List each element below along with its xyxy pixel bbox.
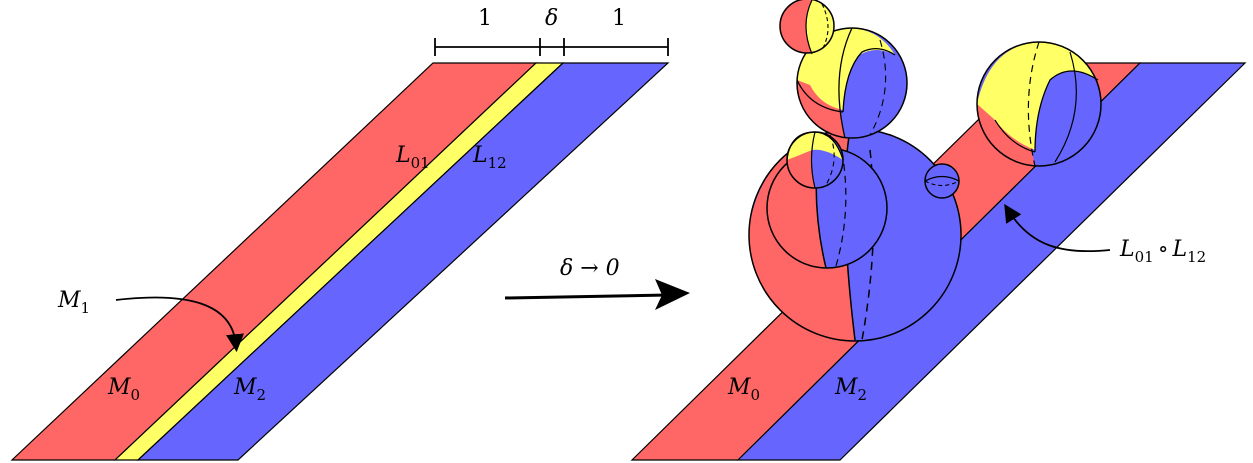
limit-arrowhead [655,279,690,310]
width-scale-bar [434,38,669,56]
label-composite: L01 ∘ L12 [1119,237,1206,266]
width-label-1-right: 1 [612,6,626,31]
strip-M2-blue [136,62,670,461]
composite-pointer-arrow [1004,203,1111,253]
limit-arrow-label: δ → 0 [560,256,620,281]
limit-arrow-line [504,293,669,300]
M1-pointer-arrow [115,296,244,353]
tiny-bubble [924,163,960,199]
label-M0-right: M0 [727,375,760,404]
left-strips [10,62,670,461]
label-L12: L12 [472,143,507,172]
label-M2-left: M2 [233,375,266,404]
small-bubble-left [786,131,844,189]
small-bubble-top [779,0,835,55]
label-L01: L01 [395,143,430,172]
right-bubble [976,41,1102,167]
label-M1: M1 [57,288,90,317]
width-label-delta: δ [545,6,558,31]
width-label-1-left: 1 [478,6,492,31]
label-M2-right: M2 [834,375,867,404]
label-M0-left: M0 [107,375,140,404]
strip-M1-yellow [113,62,565,461]
